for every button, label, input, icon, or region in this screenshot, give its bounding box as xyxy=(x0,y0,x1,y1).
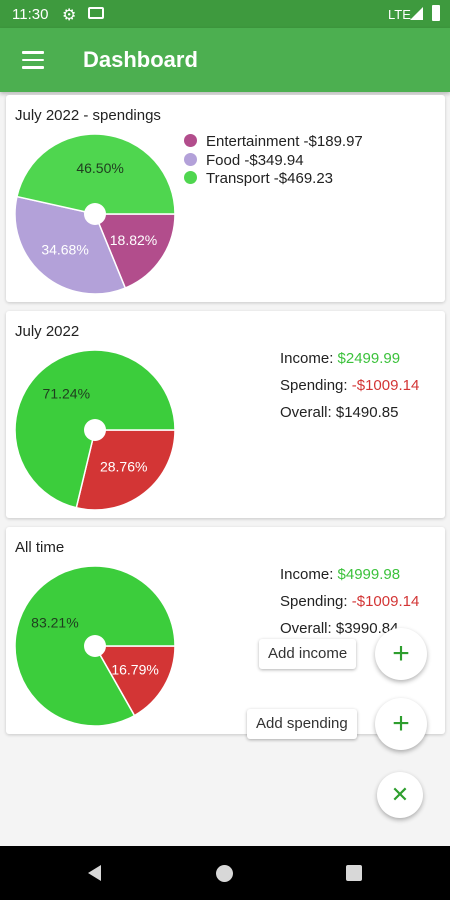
pie-center-hole xyxy=(84,203,106,225)
legend-label: Entertainment -$189.97 xyxy=(206,133,363,150)
pie-label-income: 83.21% xyxy=(31,615,78,631)
add-spending-label[interactable]: Add spending xyxy=(247,709,357,739)
spendings-card: July 2022 - spendings 18.82% 34.68% 46.50%… xyxy=(6,95,445,302)
spending-label: Spending: xyxy=(280,593,348,610)
add-income-button[interactable]: + xyxy=(375,628,427,680)
overall-label: Overall: xyxy=(280,620,332,637)
plus-icon: + xyxy=(392,707,410,740)
pie-label-spending: 28.76% xyxy=(100,458,147,474)
balance-summary: Income: $2499.99 Spending: -$1009.14 Ove… xyxy=(280,345,419,426)
close-fab-button[interactable]: ✕ xyxy=(377,772,423,818)
recents-icon[interactable] xyxy=(346,865,362,881)
income-value: $4999.98 xyxy=(337,566,401,583)
all-time-balance-card: All time 16.79% 83.21% Income: $4999.98 S… xyxy=(6,527,445,734)
home-icon[interactable] xyxy=(216,865,233,882)
network-type: LTE xyxy=(388,7,411,22)
income-label: Income: xyxy=(280,566,334,583)
back-icon[interactable] xyxy=(88,865,101,881)
spending-row: Spending: -$1009.14 xyxy=(280,588,419,615)
page-title: Dashboard xyxy=(83,47,198,72)
income-row: Income: $2499.99 xyxy=(280,345,419,372)
pie-slice-spending xyxy=(93,645,176,717)
pie-center-hole xyxy=(84,419,106,441)
chart-legend: Entertainment -$189.97 Food -$349.94 Tra… xyxy=(184,133,363,189)
overall-value: $3990.84 xyxy=(335,620,399,637)
card-title: July 2022 - spendings xyxy=(15,107,161,124)
overall-value: $1490.85 xyxy=(335,404,399,421)
legend-label: Food -$349.94 xyxy=(206,151,304,169)
income-row: Income: $4999.98 xyxy=(280,561,419,588)
spending-row: Spending: -$1009.14 xyxy=(280,372,419,399)
close-icon: ✕ xyxy=(390,782,410,807)
add-income-label[interactable]: Add income xyxy=(259,639,357,669)
overall-row: Overall: $1490.85 xyxy=(280,399,419,426)
pie-slice-transport xyxy=(16,133,176,215)
legend-item-entertainment: Entertainment -$189.97 xyxy=(184,133,363,152)
battery-icon xyxy=(432,5,440,21)
status-bar: 11:30 ⚙ LTE xyxy=(0,0,450,28)
add-spending-button[interactable]: + xyxy=(375,698,427,750)
pie-label-spending: 16.79% xyxy=(111,661,158,677)
spendings-pie-chart: 18.82% 34.68% 46.50% xyxy=(14,133,176,295)
plus-icon: + xyxy=(392,637,410,670)
month-balance-card: July 2022 28.76% 71.24% Income: $2499.99 … xyxy=(6,311,445,518)
pie-center-hole xyxy=(84,635,106,657)
app-bar: Dashboard xyxy=(0,28,450,92)
balance-summary: Income: $4999.98 Spending: -$1009.14 Ove… xyxy=(280,561,419,642)
legend-label: Transport -$469.23 xyxy=(206,170,334,187)
legend-item-transport: Transport -$469.23 xyxy=(184,170,363,189)
legend-item-food: Food -$349.94 xyxy=(184,152,363,171)
spending-value: -$1009.14 xyxy=(351,593,420,610)
all-time-pie-chart: 16.79% 83.21% xyxy=(14,565,176,727)
pie-label-entertainment: 18.82% xyxy=(110,232,157,248)
gear-icon: ⚙ xyxy=(62,7,77,24)
signal-icon xyxy=(410,7,423,20)
card-title: July 2022 xyxy=(15,323,80,340)
legend-dot xyxy=(184,171,197,184)
pie-label-transport: 46.50% xyxy=(76,160,123,176)
pie-slice-spending xyxy=(75,429,176,511)
hamburger-menu-icon[interactable] xyxy=(22,51,44,69)
legend-dot xyxy=(184,152,197,166)
overall-row: Overall: $3990.84 xyxy=(280,615,419,642)
income-value: $2499.99 xyxy=(337,350,401,367)
pie-slice-entertainment xyxy=(93,213,176,290)
image-icon xyxy=(88,7,104,19)
balance-pie-chart: 28.76% 71.24% xyxy=(14,349,176,511)
spending-label: Spending: xyxy=(280,377,348,394)
spending-value: -$1009.14 xyxy=(351,377,420,394)
pie-label-food: 34.68% xyxy=(41,241,88,257)
system-nav-bar xyxy=(0,846,450,900)
status-time: 11:30 xyxy=(12,6,49,23)
overall-label: Overall: xyxy=(280,404,332,421)
pie-label-income: 71.24% xyxy=(43,386,90,402)
income-label: Income: xyxy=(280,350,334,367)
legend-dot xyxy=(184,134,197,147)
card-title: All time xyxy=(15,539,65,556)
